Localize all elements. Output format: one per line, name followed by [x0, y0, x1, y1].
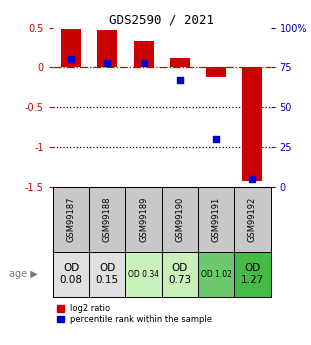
- Text: GSM99191: GSM99191: [212, 197, 220, 242]
- Point: [68, 57, 73, 62]
- Text: OD 0.34: OD 0.34: [128, 270, 159, 279]
- Text: OD 1.02: OD 1.02: [201, 270, 232, 279]
- Bar: [134, 41, 154, 68]
- Bar: [53, 187, 89, 252]
- Bar: [125, 252, 162, 297]
- Bar: [234, 187, 271, 252]
- Text: GSM99190: GSM99190: [175, 197, 184, 242]
- Bar: [198, 252, 234, 297]
- Bar: [61, 29, 81, 68]
- Bar: [89, 187, 125, 252]
- Text: OD
1.27: OD 1.27: [241, 264, 264, 285]
- Text: GSM99189: GSM99189: [139, 197, 148, 242]
- Text: GSM99188: GSM99188: [103, 197, 112, 242]
- Bar: [206, 68, 226, 77]
- Text: age ▶: age ▶: [9, 269, 38, 279]
- Bar: [162, 187, 198, 252]
- Bar: [243, 68, 262, 181]
- Bar: [53, 252, 89, 297]
- Text: GSM99192: GSM99192: [248, 197, 257, 242]
- Bar: [89, 252, 125, 297]
- Text: GSM99187: GSM99187: [67, 197, 76, 242]
- Point: [141, 60, 146, 66]
- Point: [250, 176, 255, 182]
- Title: GDS2590 / 2021: GDS2590 / 2021: [109, 13, 214, 27]
- Bar: [125, 187, 162, 252]
- Bar: [198, 187, 234, 252]
- Legend: log2 ratio, percentile rank within the sample: log2 ratio, percentile rank within the s…: [57, 304, 212, 324]
- Bar: [170, 58, 190, 68]
- Point: [105, 60, 110, 66]
- Text: OD
0.73: OD 0.73: [168, 264, 192, 285]
- Bar: [97, 30, 117, 68]
- Point: [214, 137, 219, 142]
- Text: OD
0.08: OD 0.08: [59, 264, 82, 285]
- Bar: [234, 252, 271, 297]
- Bar: [162, 252, 198, 297]
- Point: [177, 78, 182, 83]
- Text: OD
0.15: OD 0.15: [96, 264, 119, 285]
